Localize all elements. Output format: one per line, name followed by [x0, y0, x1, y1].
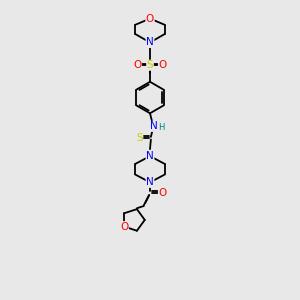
- Text: O: O: [146, 14, 154, 24]
- Text: S: S: [136, 133, 143, 143]
- Text: O: O: [133, 60, 142, 70]
- Text: N: N: [146, 151, 154, 161]
- Text: S: S: [147, 60, 153, 70]
- Text: H: H: [158, 123, 164, 132]
- Text: O: O: [158, 188, 167, 198]
- Text: N: N: [146, 38, 154, 47]
- Text: O: O: [158, 60, 167, 70]
- Text: O: O: [120, 222, 128, 232]
- Text: N: N: [150, 122, 158, 131]
- Text: N: N: [146, 177, 154, 187]
